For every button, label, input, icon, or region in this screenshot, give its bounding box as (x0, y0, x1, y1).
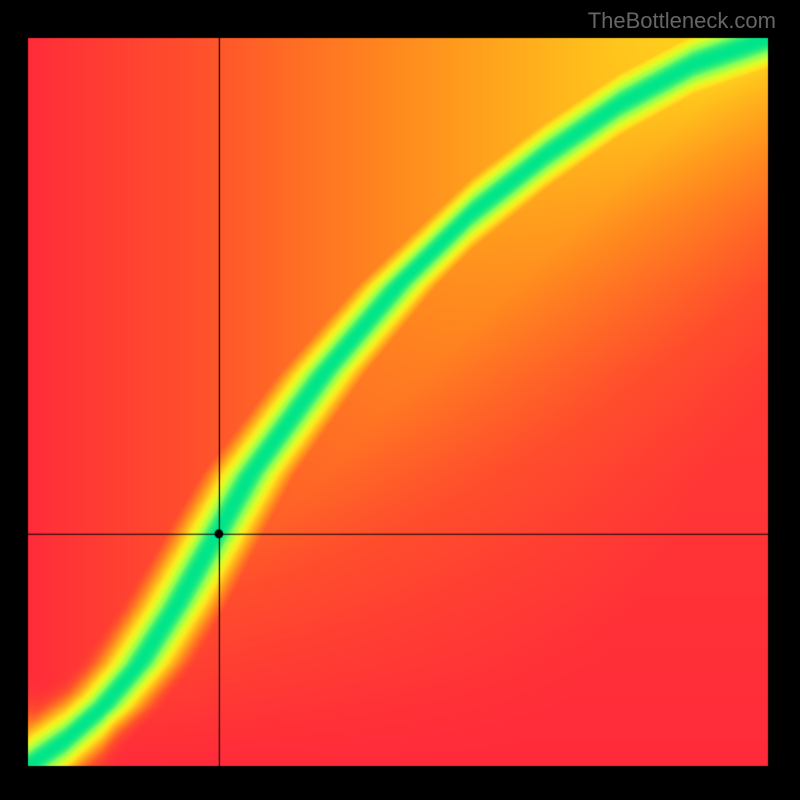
watermark-text: TheBottleneck.com (588, 8, 776, 34)
bottleneck-heatmap (0, 0, 800, 800)
